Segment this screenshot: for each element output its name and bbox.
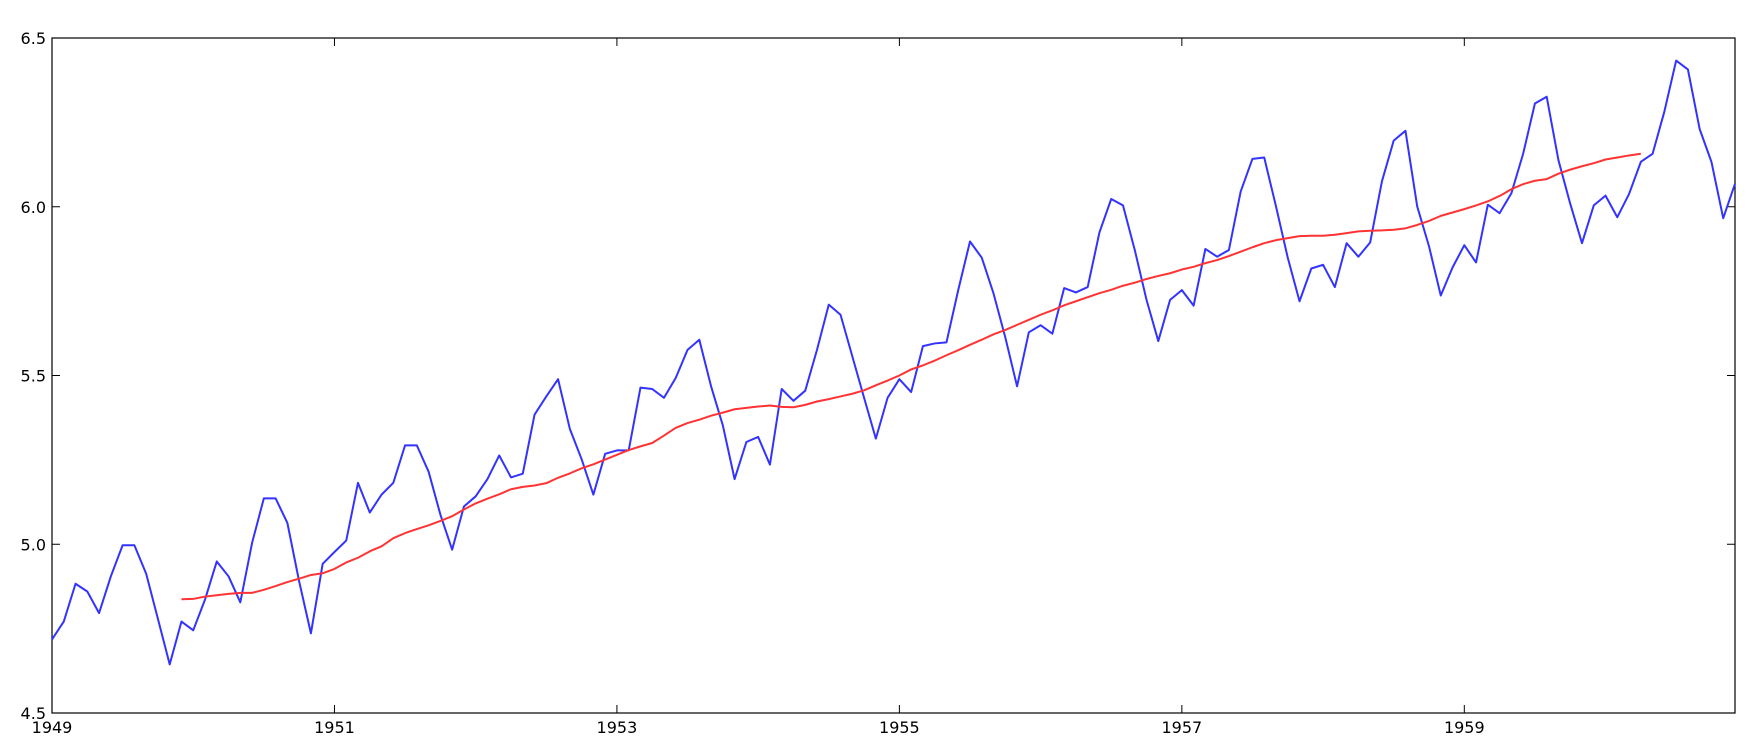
- series-layer: [51, 59, 1736, 666]
- x-tick-label: 1957: [1161, 718, 1202, 737]
- x-tick-label: 1949: [32, 718, 73, 737]
- x-tick-label: 1959: [1444, 718, 1485, 737]
- y-tick-label: 6.5: [21, 29, 46, 48]
- y-tick-label: 4.5: [21, 704, 46, 723]
- axis-tick-labels: 1949 1951 1953 1955 1957 1959 4.5 5.0 5.5 6.0 6.5: [21, 29, 1485, 737]
- series-line-original: [51, 59, 1736, 666]
- x-tick-label: 1955: [879, 718, 920, 737]
- y-tick-label: 6.0: [21, 198, 46, 217]
- y-tick-label: 5.0: [21, 535, 46, 554]
- series-line-rolling-mean: [181, 152, 1641, 601]
- y-tick-label: 5.5: [21, 367, 46, 386]
- axis-ticks: [51, 37, 1735, 714]
- x-tick-label: 1953: [597, 718, 638, 737]
- x-tick-label: 1951: [314, 718, 355, 737]
